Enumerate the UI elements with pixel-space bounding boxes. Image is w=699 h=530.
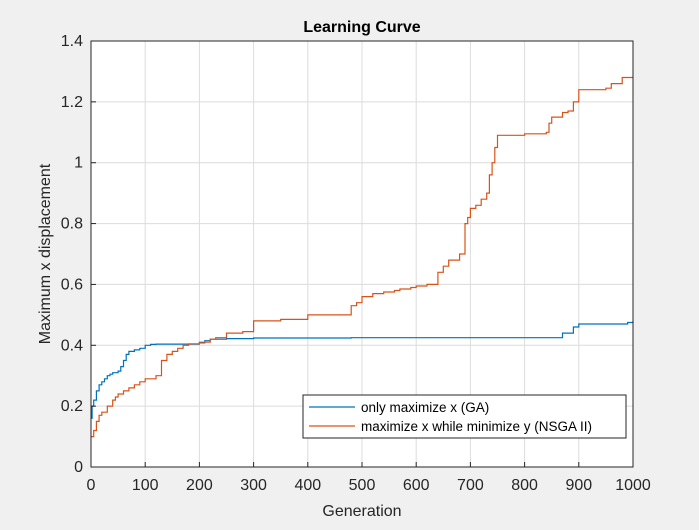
legend-label-0: only maximize x (GA)	[361, 400, 489, 415]
x-tick-label: 800	[511, 477, 538, 494]
series-line-0	[91, 320, 634, 419]
series-line-1	[91, 76, 633, 438]
x-tick-label: 600	[403, 477, 430, 494]
y-tick-label: 1	[74, 155, 83, 172]
x-tick-label: 300	[240, 477, 267, 494]
ticks: 0 100 200 300 400 500 600 700 800 900 1000 0 0.2 0.4 0…	[61, 33, 651, 494]
x-tick-label: 0	[87, 477, 96, 494]
x-axis-label: Generation	[322, 503, 401, 520]
x-tick-label: 700	[457, 477, 484, 494]
x-tick-label: 200	[186, 477, 213, 494]
y-axis-label: Maximum x displacement	[37, 163, 54, 344]
y-tick-label: 0	[74, 459, 83, 476]
x-tick-label: 400	[294, 477, 321, 494]
y-tick-label: 1.2	[61, 94, 83, 111]
series-lines	[91, 76, 634, 438]
legend[interactable]: only maximize x (GA) maximize x while min…	[302, 394, 627, 439]
x-tick-label: 100	[132, 477, 159, 494]
x-tick-label: 1000	[615, 477, 651, 494]
chart-title: Learning Curve	[303, 19, 420, 36]
y-tick-label: 0.6	[61, 276, 83, 293]
x-tick-label: 900	[565, 477, 592, 494]
x-tick-label: 500	[349, 477, 376, 494]
legend-box	[302, 394, 627, 439]
y-tick-label: 1.4	[61, 33, 83, 50]
legend-label-1: maximize x while minimize y (NSGA II)	[361, 419, 592, 434]
y-tick-label: 0.2	[61, 398, 83, 415]
y-tick-label: 0.8	[61, 216, 83, 233]
y-tick-label: 0.4	[61, 337, 83, 354]
